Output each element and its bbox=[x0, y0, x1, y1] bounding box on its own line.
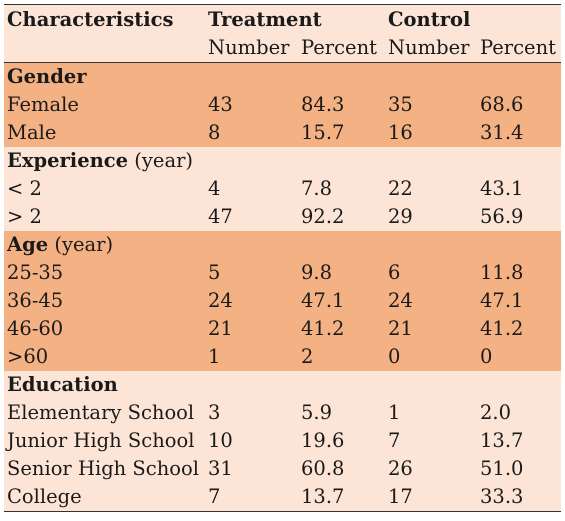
section-title: Education bbox=[7, 373, 118, 396]
section-title: Gender bbox=[7, 65, 87, 88]
table-row: >60 1 2 0 0 bbox=[4, 343, 562, 371]
section-title-cell: Gender bbox=[4, 62, 562, 91]
treatment-percent-cell: 84.3 bbox=[298, 91, 386, 119]
treatment-number-cell: 47 bbox=[205, 203, 298, 231]
treatment-number-cell: 43 bbox=[205, 91, 298, 119]
treatment-number-cell: 8 bbox=[205, 119, 298, 147]
table-row: 25-35 5 9.8 6 11.8 bbox=[4, 259, 562, 287]
table-container: Characteristics Treatment Control Number… bbox=[4, 4, 562, 512]
characteristics-table: Characteristics Treatment Control Number… bbox=[4, 4, 562, 512]
header-control: Control bbox=[385, 4, 562, 34]
control-percent-cell: 2.0 bbox=[477, 399, 562, 427]
table-row: Senior High School 31 60.8 26 51.0 bbox=[4, 455, 562, 483]
table-row: Male 8 15.7 16 31.4 bbox=[4, 119, 562, 147]
row-label: 25-35 bbox=[4, 259, 205, 287]
control-number-cell: 24 bbox=[385, 287, 478, 315]
row-label: Female bbox=[4, 91, 205, 119]
row-label: 36-45 bbox=[4, 287, 205, 315]
table-row: Elementary School 3 5.9 1 2.0 bbox=[4, 399, 562, 427]
row-label: Senior High School bbox=[4, 455, 205, 483]
table-row: < 2 4 7.8 22 43.1 bbox=[4, 175, 562, 203]
treatment-number-cell: 5 bbox=[205, 259, 298, 287]
treatment-number-cell: 4 bbox=[205, 175, 298, 203]
row-label: 46-60 bbox=[4, 315, 205, 343]
control-percent-cell: 13.7 bbox=[477, 427, 562, 455]
row-label: < 2 bbox=[4, 175, 205, 203]
control-number-cell: 1 bbox=[385, 399, 478, 427]
section-header-row: Experience (year) bbox=[4, 147, 562, 175]
control-percent-cell: 56.9 bbox=[477, 203, 562, 231]
treatment-number-cell: 21 bbox=[205, 315, 298, 343]
control-percent-cell: 47.1 bbox=[477, 287, 562, 315]
section-unit: (year) bbox=[54, 233, 114, 256]
control-number-cell: 26 bbox=[385, 455, 478, 483]
control-percent-cell: 43.1 bbox=[477, 175, 562, 203]
control-number-cell: 0 bbox=[385, 343, 478, 371]
control-number-cell: 22 bbox=[385, 175, 478, 203]
section-header-row: Gender bbox=[4, 62, 562, 91]
control-number-cell: 21 bbox=[385, 315, 478, 343]
control-percent-cell: 33.3 bbox=[477, 483, 562, 512]
treatment-percent-cell: 9.8 bbox=[298, 259, 386, 287]
section-title: Age bbox=[7, 233, 49, 256]
table-row: Junior High School 10 19.6 7 13.7 bbox=[4, 427, 562, 455]
row-label: > 2 bbox=[4, 203, 205, 231]
control-number-cell: 29 bbox=[385, 203, 478, 231]
header-control-percent: Percent bbox=[477, 34, 562, 63]
section-header-row: Age (year) bbox=[4, 231, 562, 259]
header-control-number: Number bbox=[385, 34, 478, 63]
control-number-cell: 17 bbox=[385, 483, 478, 512]
section-title-cell: Experience (year) bbox=[4, 147, 562, 175]
treatment-number-cell: 31 bbox=[205, 455, 298, 483]
header-empty-cell bbox=[4, 34, 205, 63]
treatment-number-cell: 10 bbox=[205, 427, 298, 455]
control-percent-cell: 68.6 bbox=[477, 91, 562, 119]
control-number-cell: 6 bbox=[385, 259, 478, 287]
row-label: College bbox=[4, 483, 205, 512]
header-row-groups: Characteristics Treatment Control bbox=[4, 4, 562, 34]
treatment-percent-cell: 60.8 bbox=[298, 455, 386, 483]
control-number-cell: 16 bbox=[385, 119, 478, 147]
control-percent-cell: 41.2 bbox=[477, 315, 562, 343]
treatment-percent-cell: 7.8 bbox=[298, 175, 386, 203]
header-treatment: Treatment bbox=[205, 4, 386, 34]
control-percent-cell: 11.8 bbox=[477, 259, 562, 287]
treatment-percent-cell: 19.6 bbox=[298, 427, 386, 455]
treatment-percent-cell: 2 bbox=[298, 343, 386, 371]
header-treatment-percent: Percent bbox=[298, 34, 386, 63]
row-label: Elementary School bbox=[4, 399, 205, 427]
treatment-number-cell: 1 bbox=[205, 343, 298, 371]
treatment-percent-cell: 41.2 bbox=[298, 315, 386, 343]
treatment-percent-cell: 92.2 bbox=[298, 203, 386, 231]
section-unit: (year) bbox=[134, 149, 194, 172]
treatment-number-cell: 3 bbox=[205, 399, 298, 427]
treatment-number-cell: 7 bbox=[205, 483, 298, 512]
header-treatment-number: Number bbox=[205, 34, 298, 63]
treatment-percent-cell: 47.1 bbox=[298, 287, 386, 315]
section-header-row: Education bbox=[4, 371, 562, 399]
table-row: 36-45 24 47.1 24 47.1 bbox=[4, 287, 562, 315]
table-row: College 7 13.7 17 33.3 bbox=[4, 483, 562, 512]
control-number-cell: 7 bbox=[385, 427, 478, 455]
treatment-number-cell: 24 bbox=[205, 287, 298, 315]
treatment-percent-cell: 15.7 bbox=[298, 119, 386, 147]
table-row: > 2 47 92.2 29 56.9 bbox=[4, 203, 562, 231]
row-label: Junior High School bbox=[4, 427, 205, 455]
section-title-cell: Education bbox=[4, 371, 562, 399]
control-percent-cell: 31.4 bbox=[477, 119, 562, 147]
treatment-percent-cell: 5.9 bbox=[298, 399, 386, 427]
section-title: Experience bbox=[7, 149, 129, 172]
treatment-percent-cell: 13.7 bbox=[298, 483, 386, 512]
header-row-columns: Number Percent Number Percent bbox=[4, 34, 562, 63]
control-percent-cell: 51.0 bbox=[477, 455, 562, 483]
row-label: Male bbox=[4, 119, 205, 147]
control-number-cell: 35 bbox=[385, 91, 478, 119]
control-percent-cell: 0 bbox=[477, 343, 562, 371]
table-row: Female 43 84.3 35 68.6 bbox=[4, 91, 562, 119]
header-characteristics: Characteristics bbox=[4, 4, 205, 34]
row-label: >60 bbox=[4, 343, 205, 371]
section-title-cell: Age (year) bbox=[4, 231, 562, 259]
table-row: 46-60 21 41.2 21 41.2 bbox=[4, 315, 562, 343]
